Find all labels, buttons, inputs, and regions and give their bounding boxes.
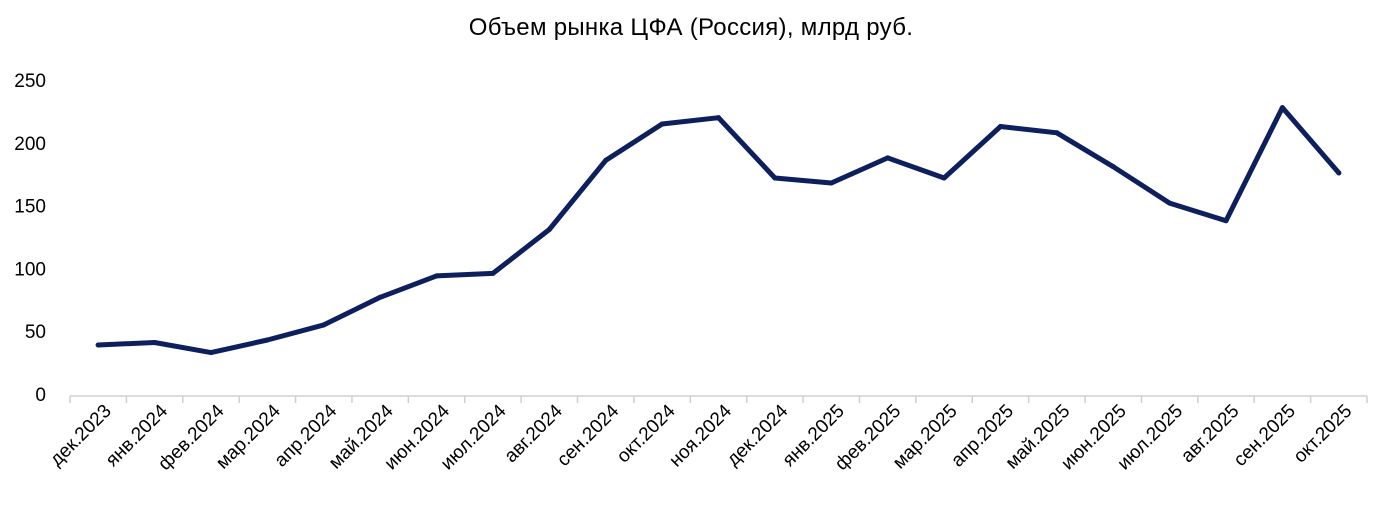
data-point [659, 121, 665, 127]
data-point [377, 294, 383, 300]
y-axis-ticks: 0 50 100 150 200 250 [14, 71, 46, 406]
x-tick-label: сен.2025 [1230, 401, 1300, 471]
x-tick-label: окт.2025 [1290, 401, 1357, 468]
data-point [546, 226, 552, 232]
data-point [828, 180, 834, 186]
data-point [997, 123, 1003, 129]
x-tick-label: сен.2024 [553, 400, 623, 470]
data-point [1110, 164, 1116, 170]
series-layer [95, 105, 1342, 356]
data-point [434, 273, 440, 279]
data-point [490, 270, 496, 276]
data-point [603, 157, 609, 163]
data-point [95, 342, 101, 348]
y-tick-label: 0 [35, 385, 46, 406]
data-point [885, 155, 891, 161]
data-point [772, 175, 778, 181]
y-tick-label: 100 [14, 259, 46, 280]
data-point [1223, 218, 1229, 224]
x-axis-tick-marks [69, 396, 1368, 403]
y-tick-label: 200 [14, 134, 46, 155]
data-point [716, 115, 721, 121]
data-point [321, 322, 327, 328]
data-point [1336, 170, 1342, 176]
data-point [1054, 130, 1060, 136]
data-point [1279, 105, 1285, 111]
data-point [152, 340, 158, 346]
data-point [1167, 200, 1173, 206]
x-tick-label: ноя.2024 [665, 400, 736, 471]
data-point [264, 337, 270, 343]
series-line [95, 105, 1342, 356]
data-point [208, 350, 214, 356]
x-axis-labels: дек.2023янв.2024фев.2024мар.2024апр.2024… [46, 400, 1356, 474]
y-tick-label: 250 [14, 71, 46, 92]
chart-title: Объем рынка ЦФА (Россия), млрд руб. [468, 14, 914, 41]
y-tick-label: 150 [14, 197, 46, 218]
y-tick-label: 50 [25, 322, 46, 343]
data-point [941, 175, 947, 181]
